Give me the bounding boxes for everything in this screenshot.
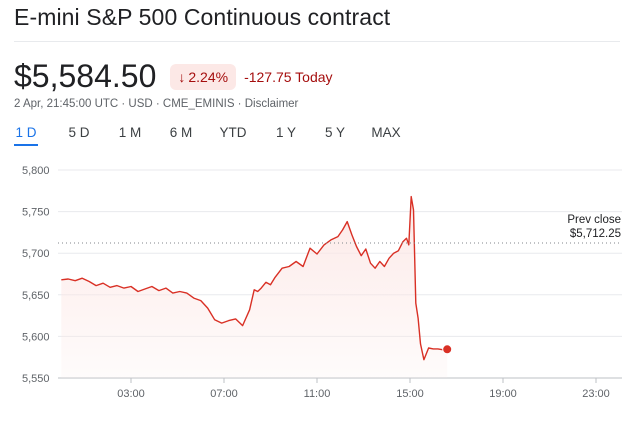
title-divider: [14, 41, 620, 42]
tab-ytd[interactable]: YTD: [219, 125, 247, 140]
tab-6m[interactable]: 6 M: [169, 125, 193, 140]
y-tick-label: 5,700: [22, 248, 50, 260]
tab-1y[interactable]: 1 Y: [275, 125, 297, 140]
tab-5y[interactable]: 5 Y: [324, 125, 346, 140]
price-area: [61, 196, 448, 378]
change-percent-badge: ↓ 2.24%: [170, 63, 237, 90]
x-tick-label: 07:00: [210, 388, 238, 400]
page-title: E-mini S&P 500 Continuous contract: [14, 4, 391, 30]
price-row: $5,584.50 ↓ 2.24% -127.75 Today: [14, 58, 333, 95]
tab-1m[interactable]: 1 M: [118, 125, 142, 140]
prev-close-label: Prev close: [567, 214, 621, 226]
change-percent: 2.24%: [188, 68, 229, 85]
x-tick-label: 15:00: [396, 388, 424, 400]
y-tick-label: 5,650: [22, 290, 50, 302]
current-price: $5,584.50: [14, 58, 157, 94]
tab-1d[interactable]: 1 D: [14, 124, 38, 146]
quote-meta: 2 Apr, 21:45:00 UTC · USD · CME_EMINIS ·…: [14, 98, 299, 110]
range-tabs: 1 D 5 D 1 M 6 M YTD 1 Y 5 Y MAX: [14, 124, 402, 146]
last-price-dot: [442, 344, 453, 355]
y-tick-label: 5,550: [22, 373, 50, 385]
y-tick-label: 5,600: [22, 331, 50, 343]
price-line: [61, 195, 448, 361]
x-tick-label: 23:00: [582, 388, 610, 400]
y-tick-label: 5,800: [22, 165, 50, 177]
arrow-down-icon: ↓: [178, 68, 186, 85]
tab-5d[interactable]: 5 D: [68, 125, 90, 140]
price-chart[interactable]: 5,800 5,750 5,700 5,650 5,600 5,550 03:00 07:00…: [0, 150, 634, 423]
x-tick-label: 03:00: [117, 388, 145, 400]
x-tick-label: 11:00: [304, 388, 331, 400]
price-chart-svg: 5,800 5,750 5,700 5,650 5,600 5,550 03:00 07:00…: [22, 165, 622, 400]
x-tick-label: 19:00: [489, 388, 517, 400]
change-today: -127.75 Today: [244, 68, 333, 85]
tab-max[interactable]: MAX: [371, 125, 401, 140]
prev-close-value: $5,712.25: [570, 228, 621, 240]
y-tick-label: 5,750: [22, 207, 50, 219]
